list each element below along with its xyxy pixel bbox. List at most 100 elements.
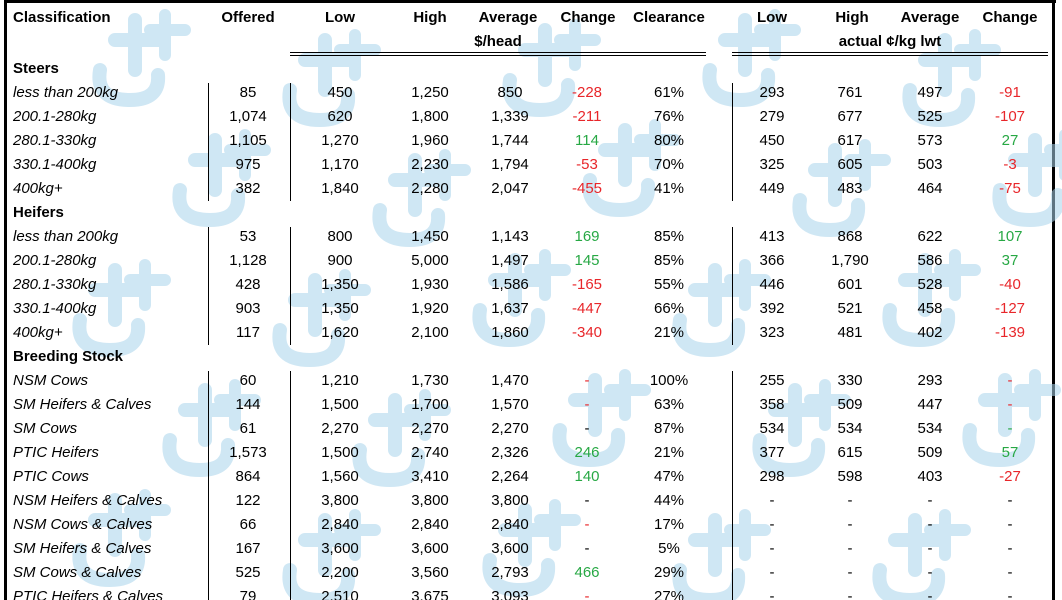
cell-low: 3,800 xyxy=(321,492,359,509)
cell-kg-change: - xyxy=(1007,564,1013,581)
row-label: 280.1-330kg xyxy=(13,276,97,293)
row-label: NSM Cows & Calves xyxy=(13,516,153,533)
cell-clearance: 55% xyxy=(653,276,685,293)
cell-kg-average: 447 xyxy=(917,396,943,413)
cell-change: - xyxy=(584,396,590,413)
cell-average: 3,800 xyxy=(491,492,529,509)
cell-clearance: 61% xyxy=(653,84,685,101)
row-label: less than 200kg xyxy=(13,84,119,101)
cell-change: -455 xyxy=(571,180,603,197)
cell-kg-low: 450 xyxy=(759,132,785,149)
cell-low: 1,170 xyxy=(321,156,359,173)
cell-clearance: 21% xyxy=(653,444,685,461)
cell-offered: 79 xyxy=(239,588,257,600)
row-label: SM Heifers & Calves xyxy=(13,540,152,557)
cell-kg-change: -127 xyxy=(994,300,1026,317)
cell-kg-high: - xyxy=(847,516,853,533)
row-label: less than 200kg xyxy=(13,228,119,245)
column-separator xyxy=(732,371,733,600)
cell-kg-low: - xyxy=(769,588,775,600)
cell-clearance: 80% xyxy=(653,132,685,149)
cell-clearance: 41% xyxy=(653,180,685,197)
cell-clearance: 5% xyxy=(658,540,680,557)
cell-kg-low: 449 xyxy=(759,180,785,197)
cell-kg-change: -91 xyxy=(999,84,1021,101)
cell-offered: 85 xyxy=(239,84,257,101)
cell-clearance: 100% xyxy=(649,372,689,389)
row-label: SM Cows xyxy=(13,420,78,437)
cell-kg-average: 525 xyxy=(917,108,943,125)
cell-average: 3,600 xyxy=(491,540,529,557)
cell-low: 2,270 xyxy=(321,420,359,437)
cell-high: 5,000 xyxy=(411,252,449,269)
cell-offered: 1,105 xyxy=(229,132,267,149)
section-heading: Steers xyxy=(13,60,59,77)
cell-offered: 61 xyxy=(239,420,257,437)
cell-high: 2,100 xyxy=(411,324,449,341)
row-label: PTIC Heifers xyxy=(13,444,99,461)
cell-kg-change: -139 xyxy=(994,324,1026,341)
cell-high: 1,730 xyxy=(411,372,449,389)
cell-average: 2,793 xyxy=(491,564,529,581)
cell-offered: 975 xyxy=(235,156,261,173)
cell-kg-average: 622 xyxy=(917,228,943,245)
header-kg-change: Change xyxy=(982,9,1038,26)
cell-kg-average: 503 xyxy=(917,156,943,173)
cell-kg-low: 358 xyxy=(759,396,785,413)
cell-change: -340 xyxy=(571,324,603,341)
cell-clearance: 29% xyxy=(653,564,685,581)
cell-kg-average: 403 xyxy=(917,468,943,485)
cell-kg-average: - xyxy=(927,540,933,557)
cell-kg-low: 534 xyxy=(759,420,785,437)
cell-kg-average: 293 xyxy=(917,372,943,389)
cell-change: 169 xyxy=(574,228,600,245)
cell-clearance: 85% xyxy=(653,228,685,245)
cell-high: 2,740 xyxy=(411,444,449,461)
column-separator xyxy=(208,371,209,600)
cell-offered: 117 xyxy=(236,324,260,341)
unit-rule-kg-1 xyxy=(732,52,1048,53)
cell-change: -211 xyxy=(572,108,602,125)
cell-kg-high: 509 xyxy=(837,396,863,413)
cell-kg-high: 617 xyxy=(837,132,863,149)
cell-kg-high: 601 xyxy=(837,276,863,293)
cell-low: 620 xyxy=(327,108,353,125)
cell-change: - xyxy=(584,492,590,509)
cell-clearance: 44% xyxy=(653,492,685,509)
cell-average: 1,470 xyxy=(491,372,529,389)
cell-average: 2,270 xyxy=(491,420,529,437)
cell-low: 1,560 xyxy=(321,468,359,485)
cell-kg-change: 57 xyxy=(1001,444,1019,461)
header-kg-average: Average xyxy=(900,9,960,26)
cell-kg-average: - xyxy=(927,564,933,581)
cell-average: 3,093 xyxy=(491,588,529,600)
cell-change: 114 xyxy=(575,132,599,149)
cell-high: 2,280 xyxy=(411,180,449,197)
cell-low: 2,200 xyxy=(321,564,359,581)
cell-clearance: 21% xyxy=(653,324,685,341)
cell-change: -447 xyxy=(571,300,603,317)
unit-cents-per-kg: actual ¢/kg lwt xyxy=(838,33,942,50)
cell-kg-change: - xyxy=(1007,540,1013,557)
cell-high: 3,410 xyxy=(411,468,449,485)
cell-kg-low: 366 xyxy=(759,252,785,269)
cell-kg-high: 868 xyxy=(837,228,863,245)
cell-kg-high: - xyxy=(847,492,853,509)
row-label: 400kg+ xyxy=(13,324,63,341)
column-separator xyxy=(208,83,209,201)
cell-offered: 60 xyxy=(239,372,257,389)
cell-offered: 53 xyxy=(239,228,257,245)
cell-kg-high: 598 xyxy=(837,468,863,485)
column-separator xyxy=(208,227,209,345)
cell-offered: 864 xyxy=(235,468,261,485)
cell-kg-low: 293 xyxy=(759,84,785,101)
cell-average: 2,264 xyxy=(491,468,529,485)
cell-kg-average: - xyxy=(927,516,933,533)
cell-offered: 903 xyxy=(235,300,261,317)
cell-kg-high: 534 xyxy=(837,420,863,437)
header-change: Change xyxy=(560,9,616,26)
section-heading: Heifers xyxy=(13,204,64,221)
cell-kg-change: - xyxy=(1007,516,1013,533)
cell-kg-high: - xyxy=(847,588,853,600)
